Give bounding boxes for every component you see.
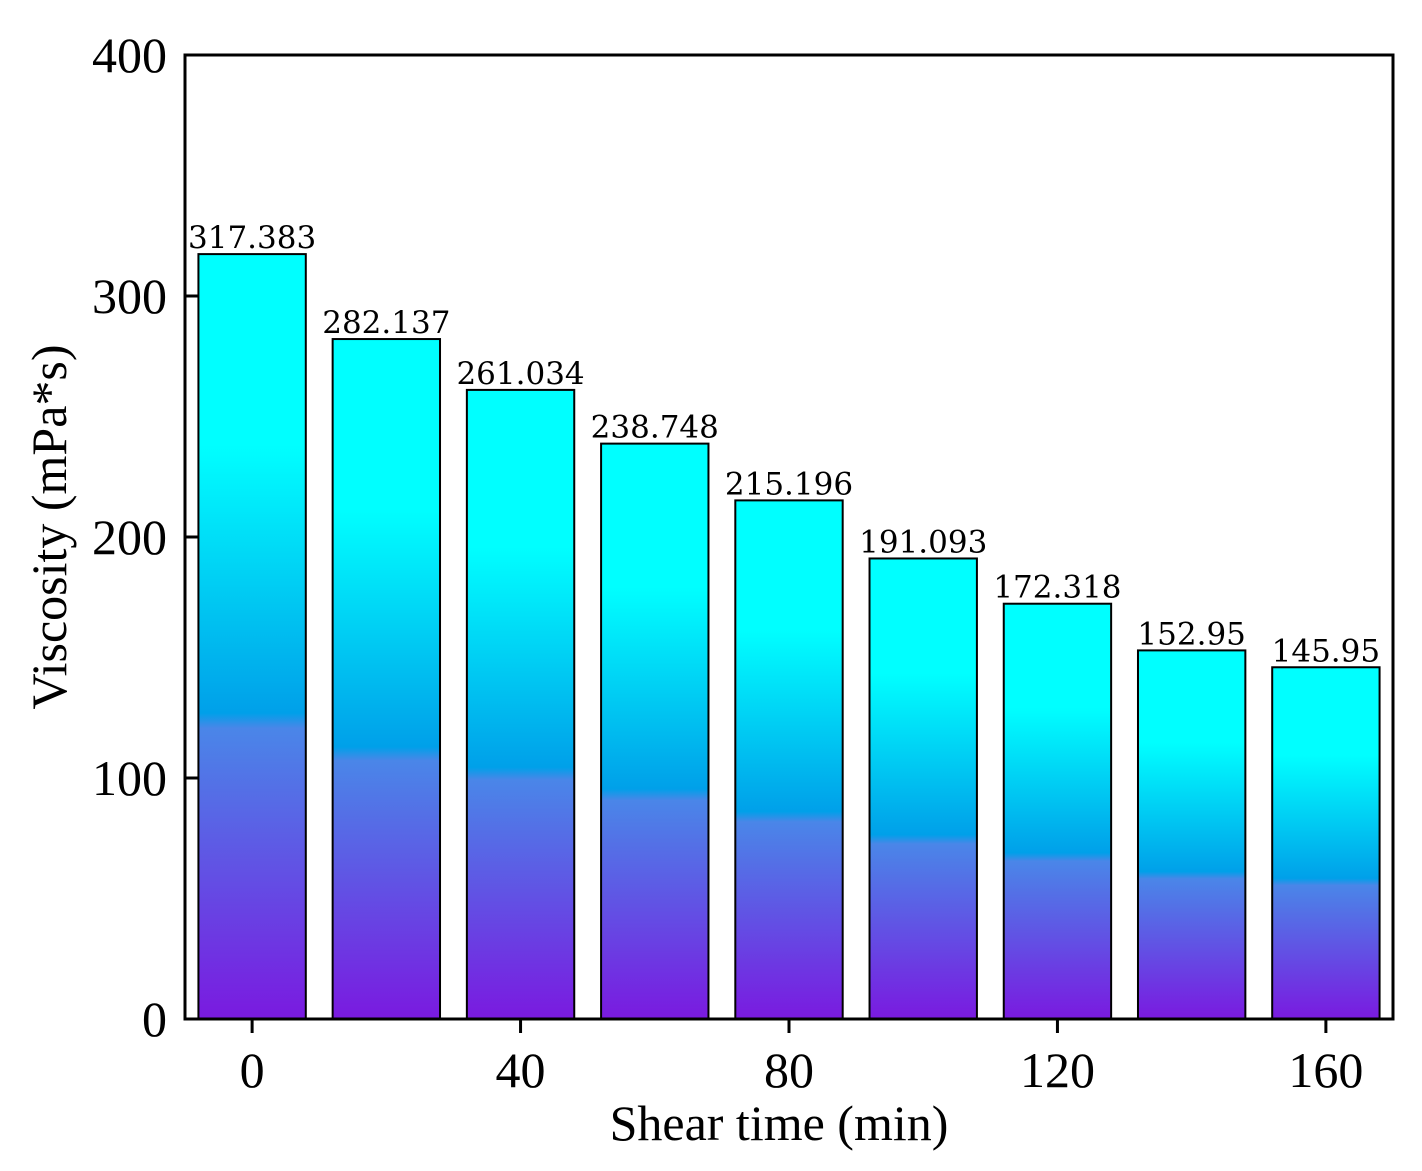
- x-tick-label-120: 120: [1020, 1042, 1095, 1098]
- bar-value-label-40: 261.034: [456, 356, 584, 392]
- x-tick-label-80: 80: [764, 1042, 814, 1098]
- bar-value-label-0: 317.383: [188, 220, 316, 256]
- bar-0: [197, 253, 307, 1020]
- bar-value-label-60: 238.748: [591, 410, 719, 446]
- x-tick-label-0: 0: [240, 1042, 265, 1098]
- bars-layer: [197, 253, 1381, 1021]
- bar-160: [1271, 666, 1381, 1020]
- bar-value-label-80: 215.196: [725, 466, 853, 502]
- bar-20: [331, 338, 442, 1021]
- bar-60: [600, 442, 710, 1020]
- bar-100: [868, 557, 978, 1020]
- x-tick-label-160: 160: [1288, 1042, 1363, 1098]
- bar-value-label-140: 152.95: [1137, 616, 1245, 652]
- x-axis-title: Shear time (min): [610, 1095, 949, 1151]
- bar-value-label-120: 172.318: [993, 570, 1121, 606]
- bar-value-label-160: 145.95: [1272, 633, 1380, 669]
- bar-80: [734, 499, 844, 1021]
- y-tick-label-200: 200: [92, 509, 167, 565]
- y-tick-label-300: 300: [92, 268, 167, 324]
- bar-value-label-20: 282.137: [322, 305, 450, 341]
- value-labels-layer: 317.383 282.137261.034238.748215.196191.0…: [188, 220, 1380, 669]
- bar-120: [1002, 602, 1113, 1020]
- y-tick-label-400: 400: [92, 27, 167, 83]
- bar-40: [465, 388, 576, 1020]
- y-tick-label-0: 0: [142, 991, 167, 1047]
- y-axis-title: Viscosity (mPa*s): [21, 344, 77, 709]
- y-tick-label-100: 100: [92, 750, 167, 806]
- bar-140: [1136, 649, 1247, 1020]
- bar-value-label-100: 191.093: [859, 524, 987, 560]
- x-tick-label-40: 40: [496, 1042, 546, 1098]
- x-axis: 0 40 80 120 160: [240, 1019, 1363, 1098]
- y-axis: 0 100 200 300 400: [92, 27, 199, 1047]
